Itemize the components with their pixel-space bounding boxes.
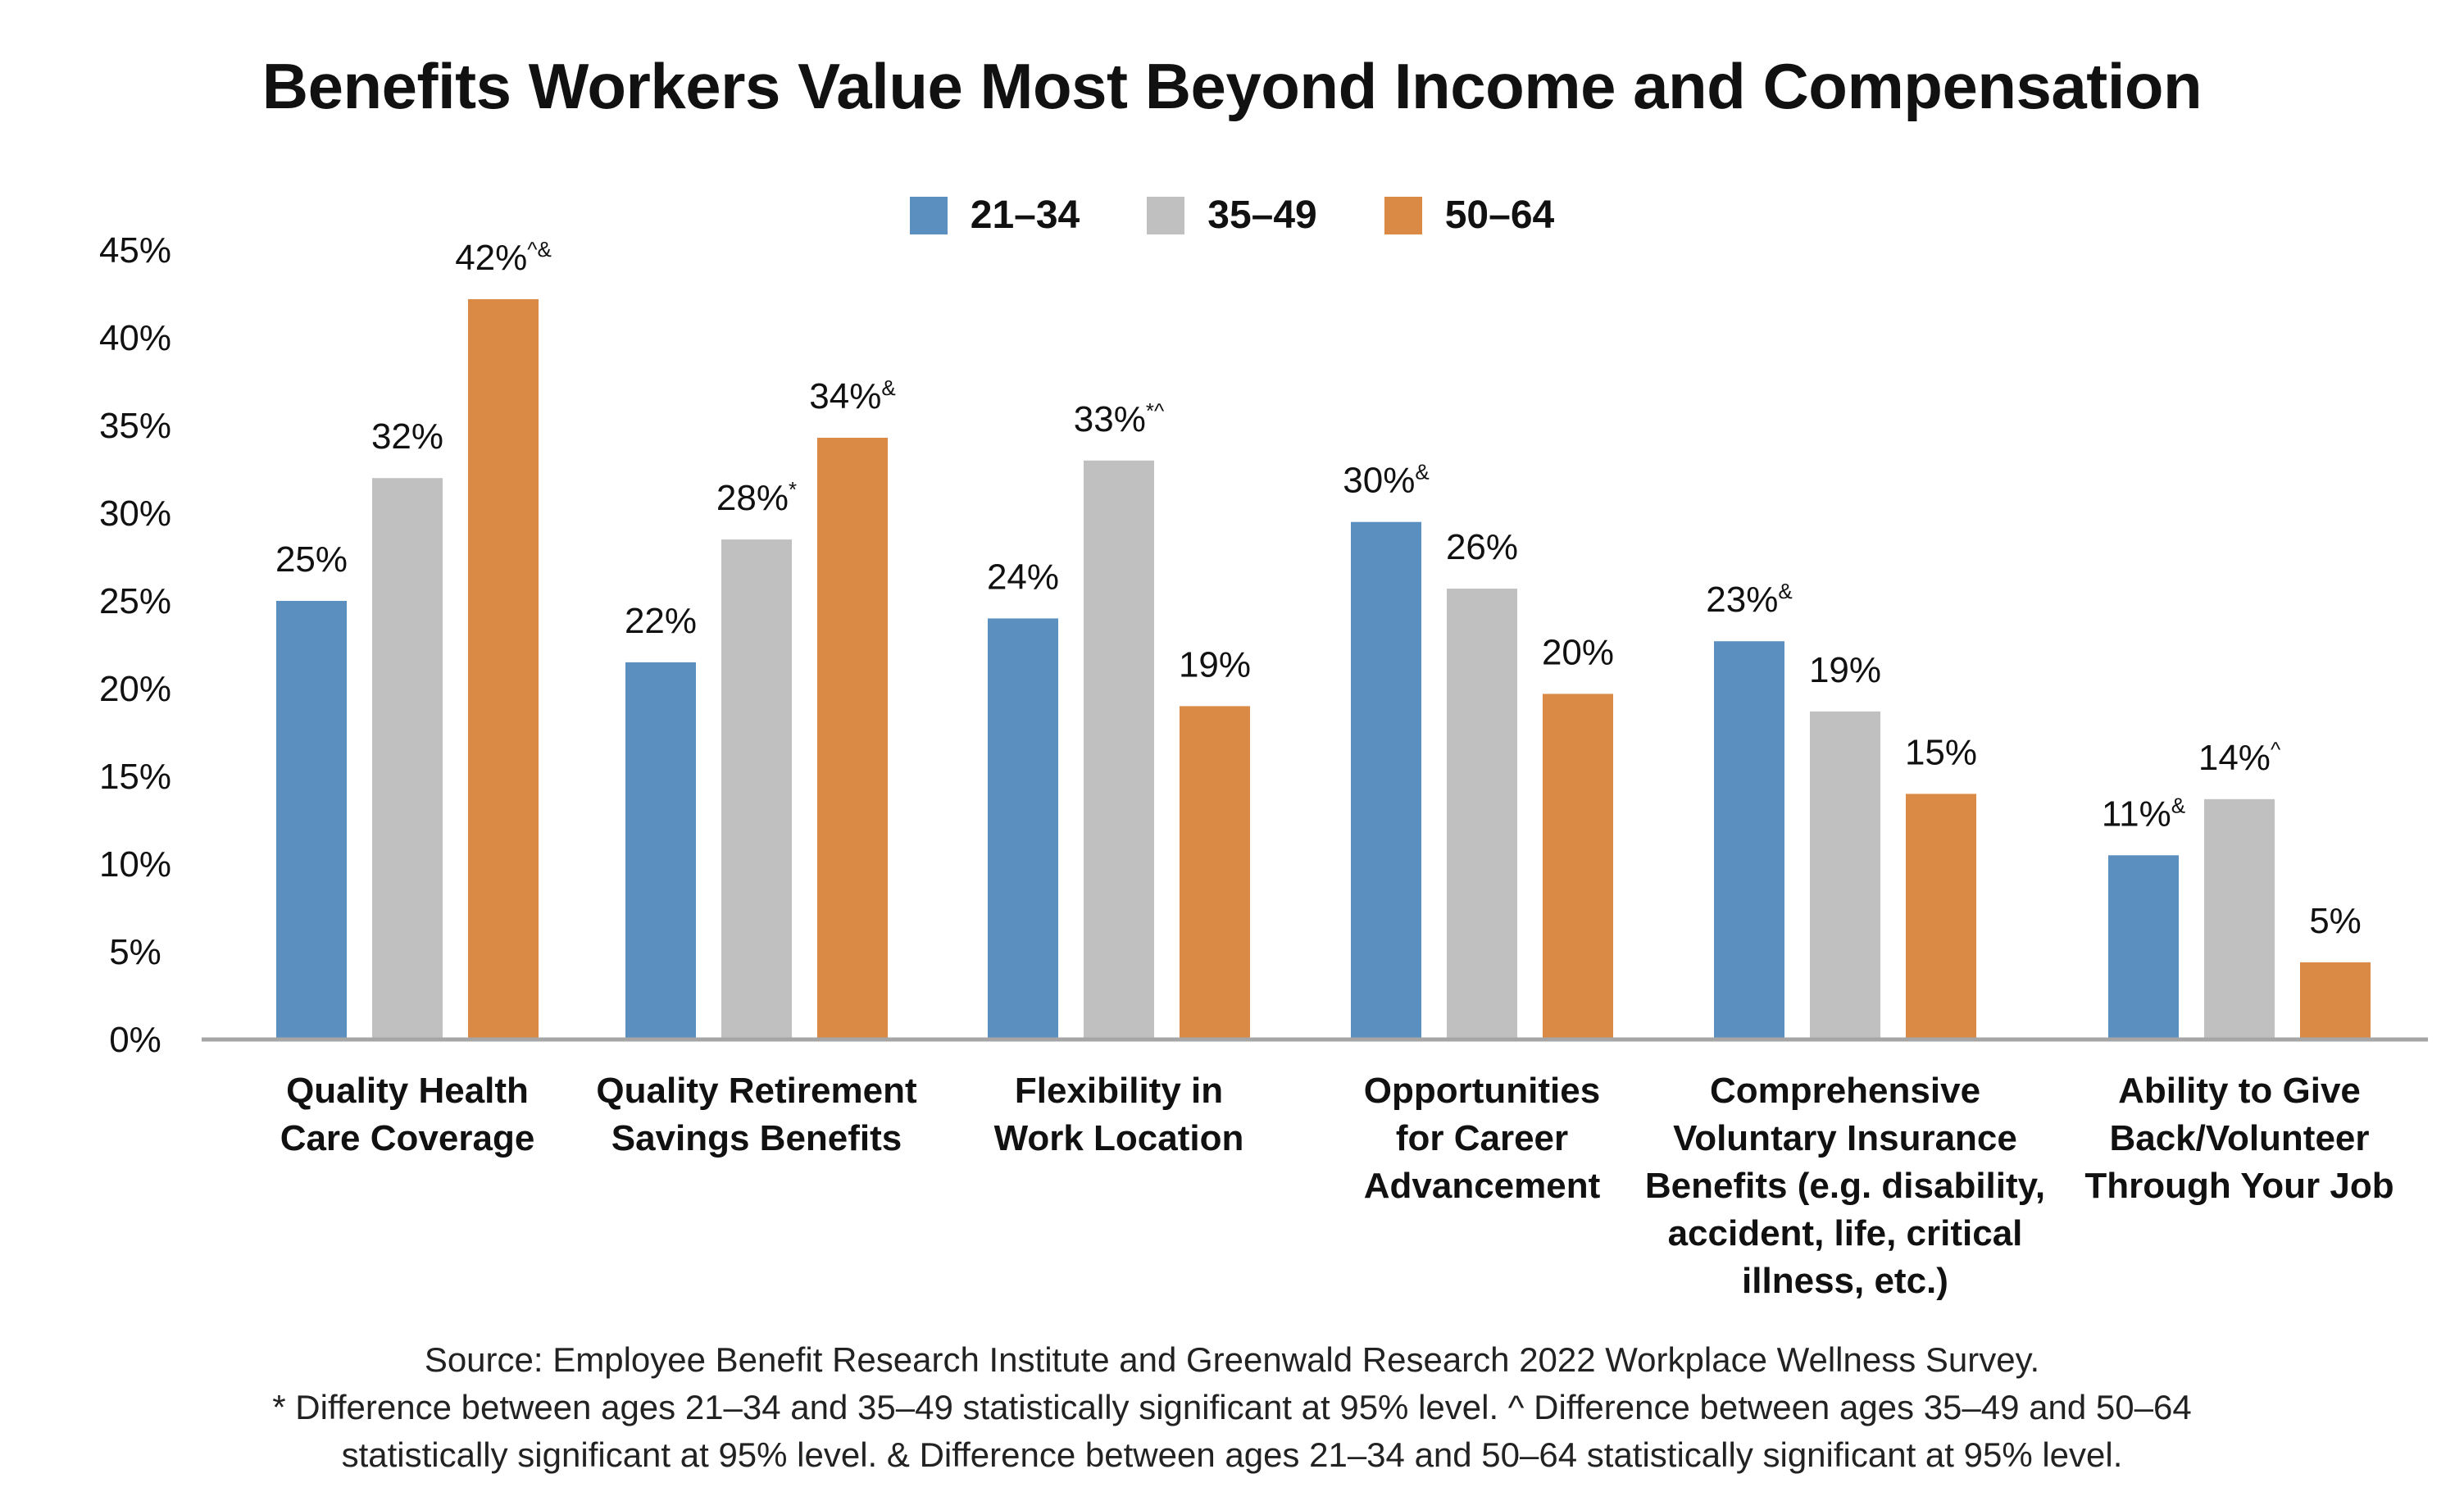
category-label: Quality Retirement Savings Benefits — [596, 1071, 917, 1158]
data-label: 42%^& — [455, 237, 552, 278]
bar — [2108, 855, 2179, 1039]
significance-note-line-1: * Difference between ages 21–34 and 35–4… — [272, 1388, 2192, 1426]
bar — [1180, 706, 1250, 1039]
data-label: 28%* — [716, 477, 797, 518]
legend-swatch-35-49 — [1147, 196, 1185, 234]
legend-label-21-34: 21–34 — [970, 193, 1080, 237]
bar — [988, 618, 1058, 1039]
legend-item-35-49: 35–49 — [1147, 193, 1317, 238]
page-title: Benefits Workers Value Most Beyond Incom… — [261, 50, 2203, 122]
data-label: 22% — [625, 601, 697, 641]
legend-label-50-64: 50–64 — [1444, 193, 1555, 237]
data-label: 20% — [1542, 632, 1614, 672]
data-label: 25% — [275, 539, 348, 580]
bar — [1810, 711, 1880, 1039]
legend-item-50-64: 50–64 — [1384, 193, 1554, 238]
bar — [1543, 694, 1613, 1039]
bar — [1714, 641, 1784, 1039]
y-tick-label: 0% — [109, 1020, 161, 1060]
data-label: 32% — [371, 416, 443, 457]
bar — [625, 662, 696, 1039]
bar — [817, 437, 888, 1039]
bar — [2300, 962, 2371, 1039]
category-label: Comprehensive Voluntary Insurance Benefits… — [1645, 1071, 2045, 1301]
bar — [1084, 460, 1154, 1039]
y-tick-label: 15% — [99, 757, 171, 797]
data-label: 14%^ — [2198, 737, 2281, 778]
y-tick-label: 20% — [99, 669, 171, 709]
legend: 21–34 35–49 50–64 — [0, 193, 2464, 238]
y-tick-label: 45% — [99, 230, 171, 271]
data-label: 15% — [1905, 732, 1977, 772]
y-tick-label: 25% — [99, 581, 171, 621]
y-tick-label: 10% — [99, 844, 171, 885]
data-label: 19% — [1809, 650, 1881, 690]
category-label: Quality Health Care Coverage — [280, 1071, 535, 1158]
bar — [468, 298, 539, 1039]
legend-swatch-50-64 — [1384, 196, 1422, 234]
y-tick-label: 40% — [99, 318, 171, 358]
data-label: 34%& — [809, 375, 895, 416]
bar — [721, 539, 792, 1039]
bar — [2204, 798, 2275, 1039]
legend-swatch-21-34 — [909, 196, 948, 234]
data-label: 30%& — [1343, 460, 1429, 501]
y-tick-label: 30% — [99, 494, 171, 534]
y-tick-label: 35% — [99, 406, 171, 446]
data-label: 19% — [1179, 644, 1251, 685]
data-label: 11%& — [2102, 793, 2185, 834]
source-note: Source: Employee Benefit Research Instit… — [424, 1340, 2040, 1379]
data-label: 23%& — [1706, 579, 1792, 620]
y-tick-label: 5% — [109, 932, 161, 972]
footer: Source: Employee Benefit Research Instit… — [0, 1336, 2464, 1479]
bar — [276, 601, 347, 1039]
significance-note-line-2: statistically significant at 95% level. … — [341, 1435, 2123, 1474]
data-label: 26% — [1446, 527, 1518, 567]
category-label: Flexibility in Work Location — [994, 1071, 1244, 1158]
bar — [372, 478, 443, 1039]
legend-label-35-49: 35–49 — [1207, 193, 1317, 237]
bar-chart: 0% 5% 10% 15% 20% 25% 30% 35% 40% 45% 25% 22% 24% 30%… — [99, 230, 2428, 1301]
category-label: Opportunities for Career Advancement — [1364, 1071, 1601, 1206]
data-label: 24% — [987, 557, 1059, 597]
bar — [1351, 521, 1421, 1039]
legend-item-21-34: 21–34 — [909, 193, 1080, 238]
category-label: Ability to Give Back/Volunteer Through You… — [2084, 1071, 2394, 1206]
data-label: 5% — [2309, 901, 2362, 941]
data-label: 33%*^ — [1074, 398, 1165, 439]
bar — [1447, 589, 1517, 1039]
bar — [1906, 794, 1976, 1039]
